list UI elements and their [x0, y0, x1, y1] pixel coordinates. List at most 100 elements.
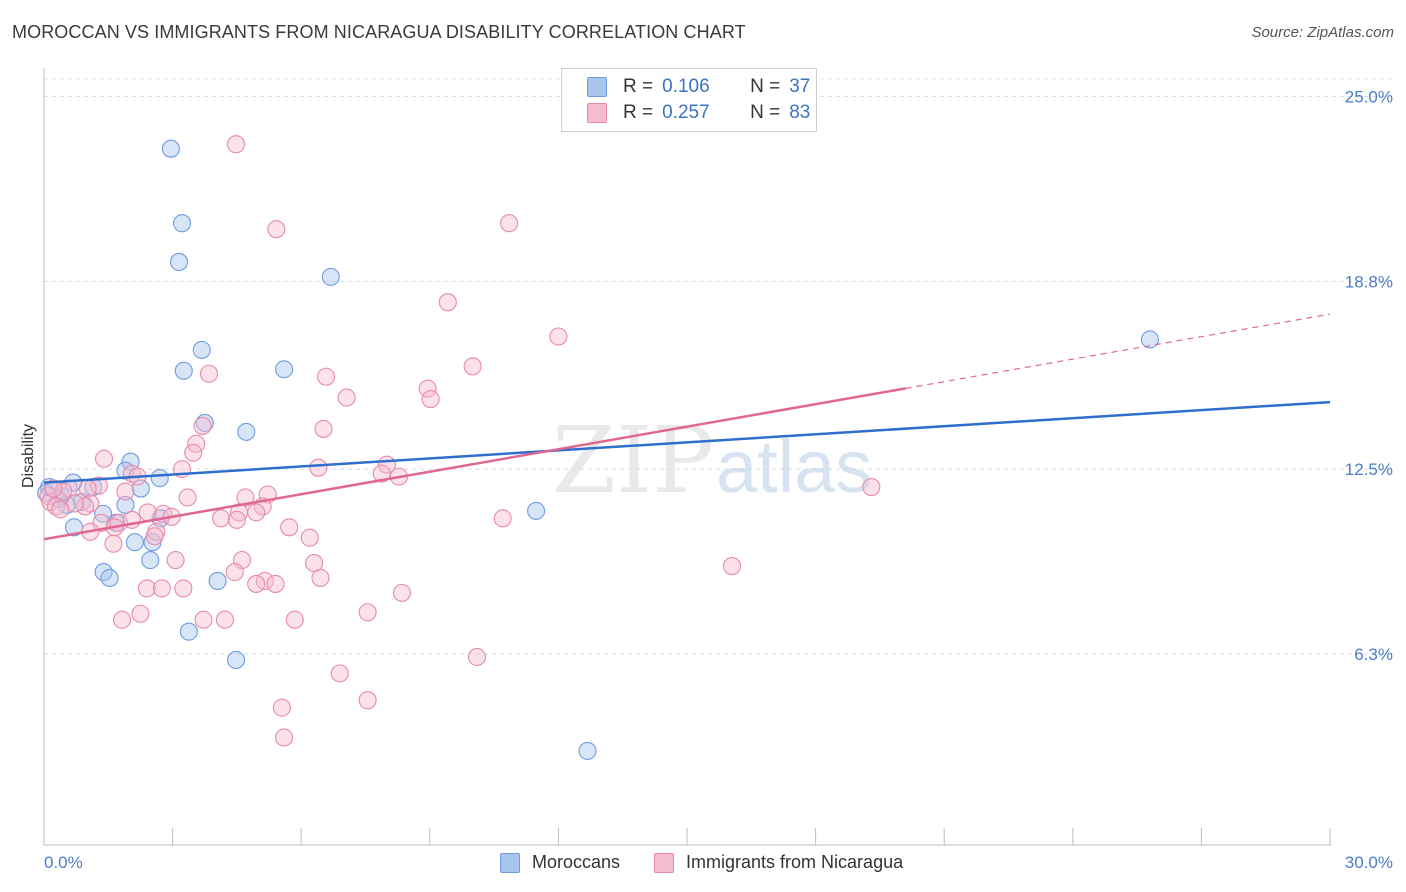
point-nicaragua: [309, 458, 328, 477]
point-moroccans: [174, 361, 193, 380]
point-moroccans: [275, 360, 294, 379]
point-nicaragua: [463, 357, 482, 376]
point-moroccans: [150, 469, 169, 488]
trend-line-moroccans: [43, 400, 1331, 484]
point-nicaragua: [305, 554, 324, 573]
point-nicaragua: [76, 497, 95, 516]
legend-r-label: R =: [623, 76, 654, 97]
point-moroccans: [94, 504, 113, 523]
legend-n-value: 83: [789, 102, 811, 123]
point-moroccans: [208, 571, 227, 591]
stats-legend: R = 0.106 N = 37 R = 0.257 N = 83: [561, 68, 817, 132]
point-nicaragua: [418, 379, 437, 398]
point-moroccans: [100, 568, 119, 588]
point-moroccans: [131, 479, 150, 498]
point-moroccans: [527, 501, 546, 520]
axes: [43, 68, 1331, 846]
point-nicaragua: [145, 527, 164, 546]
point-nicaragua: [166, 551, 185, 570]
legend-item-nicaragua[interactable]: Immigrants from Nicaragua: [654, 852, 903, 873]
point-nicaragua: [215, 610, 234, 629]
point-nicaragua: [280, 518, 299, 537]
tick-labels: 6.3% 12.5% 18.8% 25.0% 0.0% 30.0%: [44, 88, 1393, 873]
point-nicaragua: [337, 388, 356, 407]
point-moroccans: [172, 214, 192, 233]
point-nicaragua: [44, 479, 63, 498]
point-nicaragua: [174, 579, 193, 598]
point-moroccans: [141, 551, 160, 570]
point-nicaragua: [89, 476, 108, 495]
source-label: Source: ZipAtlas.com: [1251, 24, 1394, 41]
point-moroccans: [321, 267, 340, 286]
point-nicaragua: [211, 509, 231, 528]
point-moroccans: [125, 533, 144, 552]
point-nicaragua: [81, 494, 100, 513]
point-nicaragua: [225, 562, 244, 582]
point-nicaragua: [272, 698, 291, 717]
point-nicaragua: [131, 604, 150, 623]
point-nicaragua: [317, 367, 336, 386]
point-nicaragua: [862, 477, 881, 497]
point-moroccans: [578, 741, 597, 760]
point-nicaragua: [311, 568, 330, 588]
series-legend: Moroccans Immigrants from Nicaragua: [500, 852, 937, 873]
y-tick-label: 6.3%: [1354, 645, 1393, 664]
legend-r-value: 0.106: [662, 76, 710, 97]
legend-r-value: 0.257: [662, 102, 710, 123]
point-moroccans: [1140, 330, 1160, 349]
y-axis-label: Disability: [20, 424, 37, 488]
y-tick-label: 18.8%: [1345, 272, 1393, 291]
point-nicaragua: [358, 691, 377, 710]
legend-swatch-pink: [654, 852, 675, 873]
watermark: ZIP atlas: [552, 407, 872, 514]
point-nicaragua: [285, 610, 304, 629]
point-nicaragua: [275, 728, 294, 747]
point-moroccans: [179, 622, 198, 641]
point-nicaragua: [236, 488, 255, 507]
point-moroccans: [169, 252, 189, 272]
point-nicaragua: [247, 574, 266, 593]
point-nicaragua: [500, 214, 519, 233]
point-moroccans: [237, 422, 256, 441]
legend-n-value: 37: [789, 76, 811, 97]
point-nicaragua: [722, 557, 742, 576]
point-nicaragua: [330, 664, 349, 683]
point-nicaragua: [138, 503, 157, 522]
legend-r-label: R =: [623, 102, 654, 123]
point-nicaragua: [267, 220, 286, 239]
point-moroccans: [161, 139, 180, 158]
trend-line-nicaragua-extension: [905, 313, 1331, 390]
legend-row-nicaragua: R = 0.257 N = 83: [587, 101, 810, 125]
point-nicaragua: [266, 574, 285, 593]
trend-line-nicaragua: [43, 387, 906, 541]
point-moroccans: [192, 340, 211, 359]
legend-label: Immigrants from Nicaragua: [686, 852, 904, 872]
point-nicaragua: [116, 482, 135, 501]
point-moroccans: [116, 495, 135, 514]
point-nicaragua: [94, 449, 114, 468]
point-nicaragua: [112, 610, 132, 629]
point-nicaragua: [467, 647, 487, 667]
legend-n-label: N =: [750, 102, 781, 123]
point-nicaragua: [493, 509, 512, 528]
point-moroccans: [195, 413, 214, 433]
point-nicaragua: [247, 503, 266, 522]
point-nicaragua: [372, 464, 391, 483]
point-nicaragua: [421, 390, 440, 409]
legend-row-moroccans: R = 0.106 N = 37: [587, 75, 810, 99]
point-nicaragua: [78, 479, 97, 498]
legend-swatch-blue: [500, 852, 520, 873]
y-tick-label: 25.0%: [1345, 88, 1393, 107]
point-nicaragua: [178, 488, 197, 507]
legend-item-moroccans[interactable]: Moroccans: [500, 852, 620, 873]
point-nicaragua: [314, 419, 333, 438]
x-tick-label: 0.0%: [44, 853, 83, 872]
legend-label: Moroccans: [532, 852, 621, 872]
legend-swatch-blue: [587, 77, 607, 97]
point-nicaragua: [137, 579, 156, 598]
trend-lines: [43, 313, 1331, 541]
point-nicaragua: [227, 510, 246, 529]
chart-title: MOROCCAN VS IMMIGRANTS FROM NICARAGUA DI…: [12, 22, 746, 42]
legend-n-label: N =: [750, 76, 781, 97]
